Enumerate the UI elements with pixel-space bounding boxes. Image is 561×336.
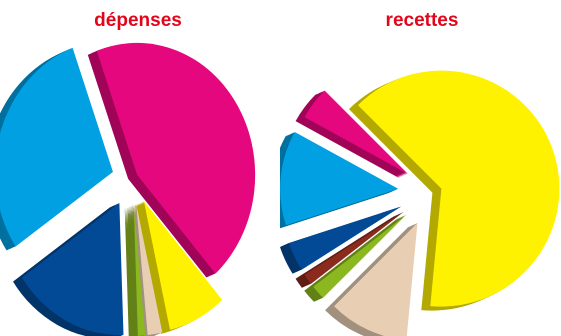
pie-slice — [96, 42, 256, 274]
chart-title-depenses: dépenses — [94, 10, 182, 31]
pie-slice — [280, 131, 399, 226]
pie-slice — [289, 206, 402, 270]
pie-slice — [334, 222, 418, 336]
pie-slice — [22, 202, 124, 335]
pie-chart-recettes — [280, 70, 560, 336]
pie-slice — [313, 214, 407, 298]
pie-slice — [0, 47, 113, 247]
pie-slice — [133, 203, 146, 336]
pie-slice — [143, 201, 223, 330]
pie-chart-depenses — [0, 42, 256, 336]
chart-title-recettes: recettes — [385, 10, 459, 31]
pie-slice — [304, 90, 409, 174]
pie-slice — [304, 211, 405, 284]
pie-slice — [357, 70, 560, 307]
pie-slice — [136, 203, 163, 336]
